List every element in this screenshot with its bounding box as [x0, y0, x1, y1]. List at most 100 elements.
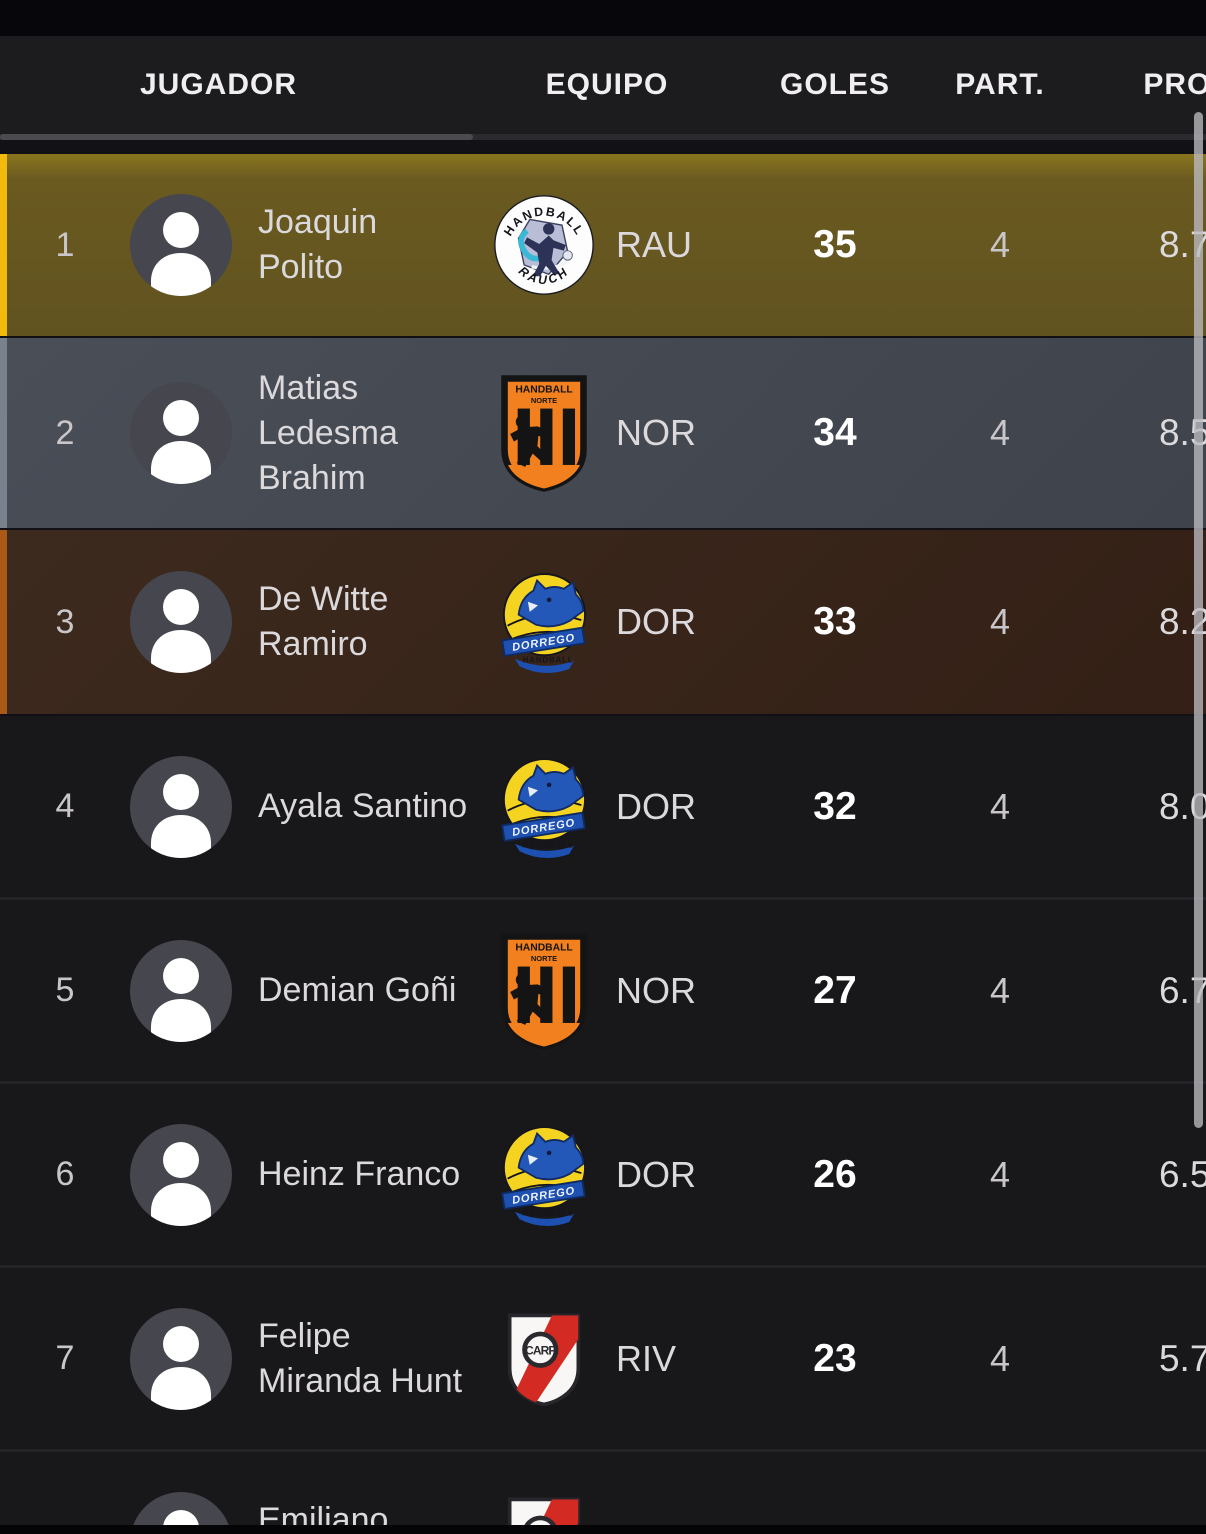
average-value: 5.75 — [1158, 1337, 1206, 1379]
team-cell: DORREGO HANDBALL DOR — [480, 743, 770, 871]
team-cell: DORREGO HANDBALL DOR — [480, 558, 770, 686]
rank-label: 6 — [55, 1155, 75, 1193]
team-cell: CARP RIV — [480, 1295, 770, 1423]
goals-value: 33 — [813, 600, 857, 643]
table-header: JUGADOR EQUIPO GOLES PART. PROM. — [0, 36, 1206, 134]
table-row[interactable]: 3 De Witte Ramiro DORREGO HANDBALL DOR 3… — [0, 528, 1206, 714]
table-row[interactable]: 1 Joaquin Polito HANDBALL RAUCH RAU 35 — [0, 152, 1206, 336]
player-cell: 3 De Witte Ramiro — [0, 571, 480, 673]
scorers-list: 1 Joaquin Polito HANDBALL RAUCH RAU 35 — [0, 152, 1206, 1534]
rank-label: 1 — [55, 225, 75, 264]
table-row[interactable]: 6 Heinz Franco DORREGO HANDBALL DOR 26 — [0, 1081, 1206, 1265]
player-cell: 7 Felipe Miranda Hunt — [0, 1307, 480, 1410]
svg-text:HANDBALL: HANDBALL — [523, 656, 574, 665]
header-divider — [0, 134, 1206, 140]
player-name: Matias Ledesma Brahim — [258, 368, 398, 497]
matches-value: 4 — [989, 224, 1011, 265]
table-row[interactable]: 5 Demian Goñi HANDBALL NORTE — [0, 897, 1206, 1081]
person-icon — [151, 589, 211, 673]
svg-text:NORTE: NORTE — [531, 396, 557, 405]
vertical-scrollbar-thumb[interactable] — [1194, 112, 1203, 1128]
column-header-equipo: EQUIPO — [545, 68, 669, 101]
svg-text:HANDBALL: HANDBALL — [523, 840, 574, 849]
average-value: 8.25 — [1158, 601, 1206, 642]
person-icon — [151, 773, 211, 858]
matches-value: 4 — [989, 412, 1011, 453]
goals-value: 26 — [813, 1152, 857, 1196]
norte-team-logo-icon: HANDBALL NORTE — [490, 369, 598, 497]
bottom-edge — [0, 1525, 1206, 1534]
column-header-prom: PROM. — [1143, 68, 1206, 101]
svg-text:HANDBALL: HANDBALL — [515, 385, 572, 396]
player-name: De Witte Ramiro — [258, 580, 389, 663]
team-cell: HANDBALL NORTE NOR — [480, 369, 770, 497]
rauch-team-logo-icon: HANDBALL RAUCH — [490, 181, 598, 309]
header-gap — [0, 140, 1206, 152]
player-cell: 1 Joaquin Polito — [0, 194, 480, 296]
matches-value: 4 — [989, 1337, 1011, 1379]
team-abbr: DOR — [616, 785, 696, 827]
player-cell: 4 Ayala Santino — [0, 755, 480, 858]
matches-value: 4 — [989, 785, 1011, 827]
player-name: Demian Goñi — [258, 971, 457, 1009]
average-value: 8.50 — [1158, 412, 1206, 453]
goals-value: 34 — [813, 411, 857, 454]
team-cell: HANDBALL RAUCH RAU — [480, 181, 770, 309]
player-name: Felipe Miranda Hunt — [258, 1316, 463, 1400]
player-name: Joaquin Polito — [258, 203, 378, 286]
matches-value: 4 — [989, 1153, 1011, 1195]
player-avatar — [130, 1307, 232, 1410]
person-icon — [151, 1325, 211, 1410]
team-abbr: DOR — [616, 1153, 696, 1195]
norte-team-logo-icon: HANDBALL NORTE — [490, 927, 598, 1055]
person-icon — [151, 400, 211, 484]
goals-value: 35 — [813, 223, 857, 266]
player-avatar — [130, 755, 232, 858]
column-header-part: PART. — [955, 68, 1045, 101]
player-avatar — [130, 939, 232, 1042]
average-value: 8.75 — [1158, 224, 1206, 265]
river-team-logo-icon: CARP — [490, 1295, 598, 1423]
player-cell: 5 Demian Goñi — [0, 939, 480, 1042]
horizontal-scrollbar-thumb[interactable] — [0, 134, 473, 140]
rank-label: 4 — [55, 787, 75, 825]
table-row[interactable]: 4 Ayala Santino DORREGO HANDBALL DOR 32 — [0, 714, 1206, 897]
team-cell: HANDBALL NORTE NOR — [480, 927, 770, 1055]
person-icon — [151, 957, 211, 1042]
team-abbr: RAU — [616, 224, 693, 265]
dorrego-team-logo-icon: DORREGO HANDBALL — [490, 558, 598, 686]
svg-text:NORTE: NORTE — [531, 953, 557, 962]
team-cell: DORREGO HANDBALL DOR — [480, 1111, 770, 1239]
player-avatar — [130, 382, 232, 484]
svg-text:HANDBALL: HANDBALL — [515, 942, 572, 953]
status-bar — [0, 0, 1206, 36]
column-header-jugador: JUGADOR — [140, 68, 298, 101]
rank-label: 3 — [55, 602, 75, 641]
player-avatar — [130, 571, 232, 673]
rank-label: 7 — [55, 1339, 75, 1377]
player-avatar — [130, 1123, 232, 1226]
column-header-goles: GOLES — [779, 68, 890, 101]
player-name: Heinz Franco — [258, 1155, 461, 1193]
team-abbr: NOR — [616, 969, 696, 1011]
goals-value: 27 — [813, 968, 857, 1012]
table-row[interactable]: 7 Felipe Miranda Hunt CARP RIV 23 4 5.75 — [0, 1265, 1206, 1449]
player-cell: 6 Heinz Franco — [0, 1123, 480, 1226]
average-value: 6.75 — [1158, 969, 1206, 1011]
team-abbr: NOR — [616, 412, 696, 453]
goals-value: 23 — [813, 1336, 857, 1380]
player-cell: 2 Matias Ledesma Brahim — [0, 366, 480, 501]
player-avatar — [130, 194, 232, 296]
svg-text:CARP: CARP — [525, 1343, 556, 1357]
table-row[interactable]: 8 Emiliano González CARP RIV 23 4 5.75 — [0, 1449, 1206, 1534]
dorrego-team-logo-icon: DORREGO HANDBALL — [490, 743, 598, 871]
svg-text:HANDBALL: HANDBALL — [523, 1208, 574, 1217]
horizontal-scroll-area[interactable]: JUGADOR EQUIPO GOLES PART. PROM. 1 Joaqu… — [0, 36, 1206, 1534]
goals-value: 32 — [813, 784, 857, 828]
team-abbr: DOR — [616, 601, 696, 642]
matches-value: 4 — [989, 601, 1011, 642]
table-row[interactable]: 2 Matias Ledesma Brahim HANDBALL NORTE — [0, 336, 1206, 528]
team-abbr: RIV — [616, 1337, 677, 1379]
rank-label: 5 — [55, 971, 75, 1009]
player-name: Ayala Santino — [258, 787, 468, 825]
